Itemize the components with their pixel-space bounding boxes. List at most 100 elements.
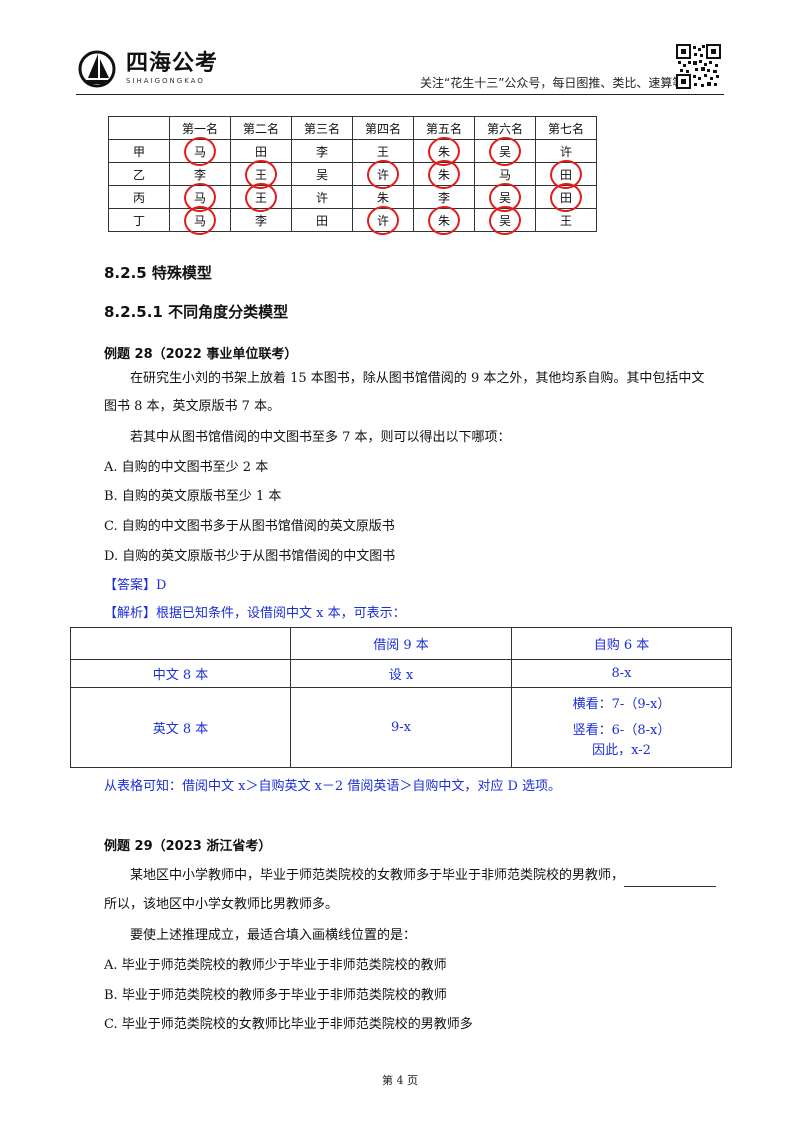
header-divider	[76, 94, 724, 95]
circled-name: 王	[254, 190, 267, 205]
section-heading-8-2-5: 8.2.5 特殊模型	[104, 264, 212, 282]
analysis-table-cell-derivation: 横看：7-（9-x） 竖看：6-（8-x） 因此，x-2	[511, 687, 732, 768]
name-text: 李	[193, 167, 206, 182]
name-text: 朱	[376, 190, 389, 205]
example-28-analysis: 【解析】根据已知条件，设借阅中文 x 本，可表示：	[104, 606, 406, 621]
name-text: 王	[376, 144, 389, 159]
section-heading-8-2-5-1: 8.2.5.1 不同角度分类模型	[104, 303, 289, 321]
analysis-table-row-english: 英文 8 本	[70, 687, 291, 768]
example-28-option-b: B. 自购的英文原版书至少 1 本	[104, 489, 282, 504]
circled-name: 朱	[437, 213, 450, 228]
name-text: 田	[254, 144, 267, 159]
example-29-option-c: C. 毕业于师范类院校的女教师比毕业于非师范类院校的男教师多	[104, 1017, 473, 1032]
name-text: 田	[315, 213, 328, 228]
analysis-table-cell: 8-x	[511, 659, 732, 688]
ranking-table: 第一名 第二名 第三名 第四名 第五名 第六名 第七名甲马田李王朱吴许乙李王吴许朱马田丙马王…	[108, 116, 597, 232]
example-29-title: 例题 29（2023 浙江省考）	[104, 839, 272, 854]
name-text: 甲	[132, 144, 145, 159]
circled-name: 田	[559, 167, 572, 182]
ranking-table-cell: 马	[169, 208, 231, 232]
example-28-answer: 【答案】D	[104, 578, 167, 593]
ranking-table-row-label: 丁	[108, 208, 170, 232]
ranking-table-cell: 田	[291, 208, 353, 232]
ranking-table-header-cell	[108, 116, 170, 140]
example-29-stem-line1: 某地区中小学教师中，毕业于师范类院校的女教师多于毕业于非师范类院校的男教师，	[130, 865, 717, 887]
ranking-table-cell: 许	[352, 208, 414, 232]
example-28-question: 若其中从图书馆借阅的中文图书至多 7 本，则可以得出以下哪项：	[130, 430, 511, 445]
ranking-table-row-label: 乙	[108, 162, 170, 186]
derivation-line: 横看：7-（9-x）	[572, 696, 671, 712]
fill-in-blank	[624, 872, 717, 887]
example-28-stem-line1: 在研究生小刘的书架上放着 15 本图书，除从图书馆借阅的 9 本之外，其他均系自…	[130, 371, 705, 386]
ranking-table-row: 乙李王吴许朱马田	[108, 162, 597, 186]
logo-chinese-name: 四海公考	[126, 51, 219, 76]
circled-name: 许	[376, 213, 389, 228]
circled-name: 吴	[498, 144, 511, 159]
name-text: 李	[315, 144, 328, 159]
circled-name: 朱	[437, 167, 450, 182]
name-text: 王	[559, 213, 572, 228]
ranking-table-header-row: 第一名 第二名 第三名 第四名 第五名 第六名 第七名	[108, 116, 597, 140]
qr-code-icon	[676, 44, 721, 89]
ranking-table-cell: 许	[352, 162, 414, 186]
ranking-table-header-cell: 第七名	[535, 116, 597, 140]
ranking-table-row: 丙马王许朱李吴田	[108, 185, 597, 209]
name-text: 丁	[132, 213, 145, 228]
name-text: 李	[254, 213, 267, 228]
ranking-table-row-label: 丙	[108, 185, 170, 209]
name-text: 许	[559, 144, 572, 159]
ranking-table-cell: 马	[169, 139, 231, 163]
ranking-table-cell: 许	[291, 185, 353, 209]
analysis-table-head-borrowed: 借阅 9 本	[290, 627, 512, 660]
ranking-table-cell: 田	[535, 185, 597, 209]
analysis-table-corner	[70, 627, 291, 660]
name-text: 乙	[132, 167, 145, 182]
sailboat-logo-icon	[78, 50, 116, 88]
example-29-question: 要使上述推理成立，最适合填入画横线位置的是：	[130, 928, 417, 943]
circled-name: 田	[559, 190, 572, 205]
example-28-stem-line2: 图书 8 本，英文原版书 7 本。	[104, 399, 281, 414]
ranking-table-header-cell: 第二名	[230, 116, 292, 140]
page-number: 第 4 页	[382, 1074, 418, 1087]
ranking-table-cell: 马	[169, 185, 231, 209]
circled-name: 马	[193, 144, 206, 159]
ranking-table-cell: 王	[230, 185, 292, 209]
name-text: 马	[498, 167, 511, 182]
circled-name: 吴	[498, 213, 511, 228]
example-28-option-d: D. 自购的英文原版书少于从图书馆借阅的中文图书	[104, 549, 396, 564]
derivation-line: 因此，x-2	[592, 742, 651, 758]
analysis-table-head-purchased: 自购 6 本	[511, 627, 732, 660]
example-29-option-a: A. 毕业于师范类院校的教师少于毕业于非师范类院校的教师	[104, 958, 447, 973]
analysis-table-row-chinese: 中文 8 本	[70, 659, 291, 688]
example-28-option-c: C. 自购的中文图书多于从图书馆借阅的英文原版书	[104, 519, 395, 534]
logo-english-name: SIHAIGONGKAO	[126, 77, 205, 85]
example-28-conclusion: 从表格可知：借阅中文 x＞自购英文 x－2 借阅英语＞自购中文，对应 D 选项。	[104, 779, 562, 794]
circled-name: 朱	[437, 144, 450, 159]
name-text: 许	[315, 190, 328, 205]
circled-name: 马	[193, 213, 206, 228]
name-text: 吴	[315, 167, 328, 182]
ranking-table-cell: 吴	[474, 208, 536, 232]
derivation-line: 竖看：6-（8-x）	[572, 722, 671, 738]
example-29-option-b: B. 毕业于师范类院校的教师多于毕业于非师范类院校的教师	[104, 988, 447, 1003]
analysis-table: 借阅 9 本 自购 6 本 中文 8 本 设 x 8-x 英文 8 本 9-x …	[70, 627, 732, 768]
circled-name: 马	[193, 190, 206, 205]
ranking-table-row-label: 甲	[108, 139, 170, 163]
ranking-table-row: 丁马李田许朱吴王	[108, 208, 597, 232]
ranking-table-cell: 吴	[474, 139, 536, 163]
ranking-table-header-cell: 第三名	[291, 116, 353, 140]
example-29-stem-text: 某地区中小学教师中，毕业于师范类院校的女教师多于毕业于非师范类院校的男教师，	[130, 868, 625, 883]
ranking-table-row: 甲马田李王朱吴许	[108, 139, 597, 163]
example-28-option-a: A. 自购的中文图书至少 2 本	[104, 460, 269, 475]
ranking-table-cell: 朱	[413, 162, 475, 186]
analysis-table-cell: 9-x	[290, 687, 512, 768]
circled-name: 吴	[498, 190, 511, 205]
name-text: 丙	[132, 190, 145, 205]
circled-name: 许	[376, 167, 389, 182]
header-slogan: 关注“花生十三”公众号，每日图推、类比、速算等	[420, 76, 685, 90]
ranking-table-cell: 李	[291, 139, 353, 163]
ranking-table-cell: 朱	[413, 208, 475, 232]
ranking-table-cell: 李	[230, 208, 292, 232]
example-28-title: 例题 28（2022 事业单位联考）	[104, 347, 298, 362]
brand-logo: 四海公考 SIHAIGONGKAO	[78, 50, 218, 88]
